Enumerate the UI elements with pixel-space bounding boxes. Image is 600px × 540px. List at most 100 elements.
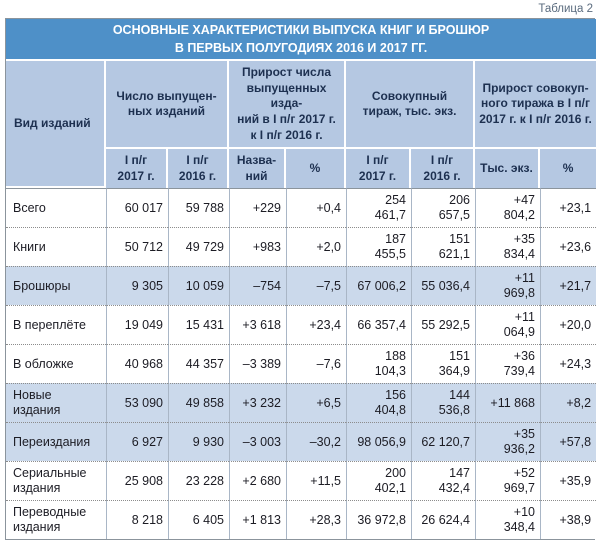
table-title-line1: ОСНОВНЫЕ ХАРАКТЕРИСТИКИ ВЫПУСКА КНИГ И Б… [112, 23, 490, 37]
row-label: Переиздания [6, 422, 106, 462]
cell-titles-growth: +3 618 [229, 305, 286, 345]
cell-run-percent: +24,3 [540, 344, 597, 384]
subheader-count-2016: I п/г 2016 г. [168, 149, 229, 189]
table-row-new-editions: Новые издания 53 090 49 858 +3 232 +6,5 … [6, 383, 597, 423]
row-label: Брошюры [6, 266, 106, 306]
cell-titles-percent: +6,5 [286, 383, 346, 423]
cell-run-growth: +35 936,2 [475, 422, 540, 462]
cell-run-2017: 200 402,1 [346, 461, 411, 501]
table-row-reissues: Переиздания 6 927 9 930 –3 003 –30,2 98 … [6, 422, 597, 462]
table-title-line2: В ПЕРВЫХ ПОЛУГОДИЯХ 2016 И 2017 ГГ. [174, 41, 428, 56]
cell-run-2017: 188 104,3 [346, 344, 411, 384]
table-row-total: Всего 60 017 59 788 +229 +0,4 254 461,7 … [6, 188, 597, 228]
cell-titles-growth: –754 [229, 266, 286, 306]
cell-run-2016: 206 657,5 [411, 188, 475, 228]
cell-titles-growth: +983 [229, 227, 286, 267]
cell-run-2016: 62 120,7 [411, 422, 475, 462]
cell-count-2016: 15 431 [168, 305, 229, 345]
cell-run-2017: 98 056,9 [346, 422, 411, 462]
cell-run-percent: +23,6 [540, 227, 597, 267]
cell-run-2017: 254 461,7 [346, 188, 411, 228]
subheader-thousand-copies: Тыс. экз. [475, 149, 540, 189]
cell-count-2016: 23 228 [168, 461, 229, 501]
cell-run-growth: +11 064,9 [475, 305, 540, 345]
cell-run-growth: +11 969,8 [475, 266, 540, 306]
row-label: Всего [6, 188, 106, 228]
cell-count-2016: 10 059 [168, 266, 229, 306]
cell-titles-percent: +2,0 [286, 227, 346, 267]
cell-run-percent: +38,9 [540, 500, 597, 540]
cell-run-2016: 147 432,4 [411, 461, 475, 501]
cell-run-percent: +57,8 [540, 422, 597, 462]
cell-titles-percent: +11,5 [286, 461, 346, 501]
row-label: Переводные издания [6, 500, 106, 540]
table-frame: ОСНОВНЫЕ ХАРАКТЕРИСТИКИ ВЫПУСКА КНИГ И Б… [5, 18, 597, 540]
cell-titles-growth: –3 003 [229, 422, 286, 462]
cell-run-percent: +35,9 [540, 461, 597, 501]
cell-count-2016: 6 405 [168, 500, 229, 540]
cell-run-2017: 67 006,2 [346, 266, 411, 306]
cell-count-2017: 25 908 [106, 461, 168, 501]
cell-count-2017: 60 017 [106, 188, 168, 228]
cell-run-growth: +52 969,7 [475, 461, 540, 501]
cell-run-percent: +23,1 [540, 188, 597, 228]
cell-count-2016: 49 729 [168, 227, 229, 267]
cell-run-growth: +47 804,2 [475, 188, 540, 228]
cell-count-2016: 59 788 [168, 188, 229, 228]
subheader-titles-percent: % [286, 149, 346, 189]
row-label: Новые издания [6, 383, 106, 423]
cell-titles-growth: –3 389 [229, 344, 286, 384]
cell-run-2017: 66 357,4 [346, 305, 411, 345]
cell-count-2017: 8 218 [106, 500, 168, 540]
subheader-run-percent: % [540, 149, 597, 189]
cell-run-percent: +20,0 [540, 305, 597, 345]
row-label: Книги [6, 227, 106, 267]
cell-titles-percent: +23,4 [286, 305, 346, 345]
cell-count-2016: 44 357 [168, 344, 229, 384]
cell-count-2016: 49 858 [168, 383, 229, 423]
subheader-titles: Назва- ний [229, 149, 286, 189]
table-row-serial-editions: Сериальные издания 25 908 23 228 +2 680 … [6, 461, 597, 501]
cell-count-2017: 53 090 [106, 383, 168, 423]
row-label: В переплёте [6, 305, 106, 345]
cell-run-2017: 156 404,8 [346, 383, 411, 423]
cell-count-2017: 40 968 [106, 344, 168, 384]
header-group-print-run-growth: Прирост совокуп- ного тиража в I п/г 201… [475, 61, 597, 150]
table-caption: Таблица 2 [538, 3, 593, 15]
table-title-row: ОСНОВНЫЕ ХАРАКТЕРИСТИКИ ВЫПУСКА КНИГ И Б… [6, 19, 597, 62]
table-row-hardcover: В переплёте 19 049 15 431 +3 618 +23,4 6… [6, 305, 597, 345]
page: Таблица 2 ОСНОВНЫЕ ХАРАКТЕРИСТИКИ ВЫПУСК… [5, 3, 597, 540]
cell-titles-growth: +3 232 [229, 383, 286, 423]
cell-run-2016: 151 621,1 [411, 227, 475, 267]
row-label: В обложке [6, 344, 106, 384]
row-label: Сериальные издания [6, 461, 106, 501]
cell-run-percent: +8,2 [540, 383, 597, 423]
cell-count-2017: 50 712 [106, 227, 168, 267]
cell-run-2016: 151 364,9 [411, 344, 475, 384]
subheader-run-2016: I п/г 2016 г. [411, 149, 475, 189]
cell-titles-percent: –30,2 [286, 422, 346, 462]
header-publication-type: Вид изданий [6, 61, 106, 189]
table-row-brochures: Брошюры 9 305 10 059 –754 –7,5 67 006,2 … [6, 266, 597, 306]
cell-run-2017: 36 972,8 [346, 500, 411, 540]
cell-count-2017: 19 049 [106, 305, 168, 345]
cell-titles-percent: +28,3 [286, 500, 346, 540]
header-group-titles-growth: Прирост числа выпущенных изда- ний в I п… [229, 61, 346, 150]
cell-run-2016: 55 292,5 [411, 305, 475, 345]
cell-count-2017: 6 927 [106, 422, 168, 462]
header-group-published-count: Число выпущен- ных изданий [106, 61, 229, 150]
table-title: ОСНОВНЫЕ ХАРАКТЕРИСТИКИ ВЫПУСКА КНИГ И Б… [6, 19, 597, 62]
table-row-paperback: В обложке 40 968 44 357 –3 389 –7,6 188 … [6, 344, 597, 384]
subheader-count-2017: I п/г 2017 г. [106, 149, 168, 189]
header-group-total-print-run: Совокупный тираж, тыс. экз. [346, 61, 475, 150]
cell-count-2017: 9 305 [106, 266, 168, 306]
cell-titles-percent: –7,5 [286, 266, 346, 306]
cell-titles-growth: +2 680 [229, 461, 286, 501]
header-sub-row: I п/г 2017 г. I п/г 2016 г. Назва- ний %… [6, 149, 597, 189]
cell-count-2016: 9 930 [168, 422, 229, 462]
subheader-run-2017: I п/г 2017 г. [346, 149, 411, 189]
cell-run-2017: 187 455,5 [346, 227, 411, 267]
header-group-row: Вид изданий Число выпущен- ных изданий П… [6, 61, 597, 189]
cell-run-2016: 144 536,8 [411, 383, 475, 423]
book-output-stats-table: ОСНОВНЫЕ ХАРАКТЕРИСТИКИ ВЫПУСКА КНИГ И Б… [6, 19, 597, 540]
